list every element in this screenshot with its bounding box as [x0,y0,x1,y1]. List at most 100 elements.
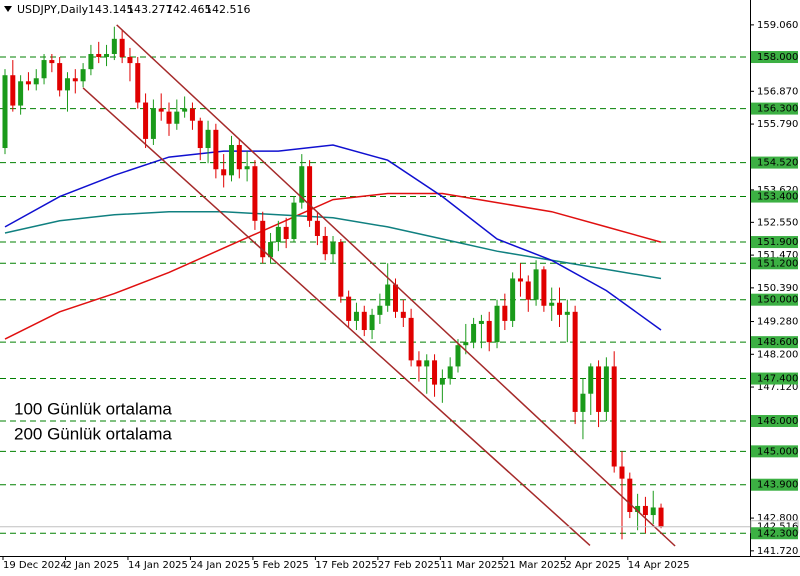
y-tick-label: 150.390 [757,283,798,294]
candle-body [49,60,55,64]
level-label: 151.900 [757,237,798,248]
candle-body [2,75,8,149]
candle-body [533,269,539,300]
x-tick-label: 14 Jan 2025 [128,560,188,571]
x-tick-label: 11 Mar 2025 [440,560,503,571]
candle-body [299,166,305,203]
candle-body [150,108,156,139]
symbol-title: USDJPY,Daily [17,3,89,16]
y-tick-label: 156.870 [757,86,798,97]
candle-body [611,366,617,467]
current-price-label: 142.516 [757,522,798,533]
candle-body [197,120,203,149]
candle-body [525,281,531,300]
ohlc-value: 143.145 [88,3,134,16]
y-tick-label: 152.550 [757,217,798,228]
trendline [82,87,591,546]
candle-body [541,269,547,306]
level-label: 143.900 [757,480,798,491]
candle-body [182,108,188,112]
legend-entry: 100 Günlük ortalama [14,399,172,418]
candle-body [642,505,648,516]
candle-body [221,169,227,176]
candle-body [377,305,383,315]
candle-body [502,305,508,321]
candle-body [252,166,258,221]
y-tick-label: 151.470 [757,250,798,261]
candle-body [588,366,594,394]
candle-body [580,393,586,412]
candle-body [572,311,578,412]
candle-body [158,108,164,112]
candle-body [517,278,523,282]
x-tick-label: 27 Feb 2025 [378,560,440,571]
level-label: 142.300 [757,528,798,539]
candle-body [41,60,47,79]
level-label: 150.000 [757,295,798,306]
candle-body [549,302,555,306]
candle-body [424,360,430,367]
level-label-box [751,293,798,306]
candle-body [635,505,641,513]
level-label-box [751,372,798,385]
y-tick-label: 155.790 [757,119,798,130]
x-tick-label: 21 Mar 2025 [503,560,566,571]
candle-body [564,311,570,315]
level-label-box [751,236,798,249]
level-label-box [751,190,798,203]
candle-body [619,466,625,479]
candle-body [127,57,133,64]
candle-body [400,311,406,318]
x-tick-label: 14 Apr 2025 [628,560,690,571]
ohlc-value: 142.465 [166,3,212,16]
candle-body [330,242,336,255]
level-label-box [751,156,798,169]
level-label-box [751,51,798,64]
candle-body [393,284,398,312]
candle-body [96,53,102,58]
candle-body [119,38,125,58]
candle-body [205,129,211,149]
candle-body [88,53,94,70]
candle-body [471,323,477,343]
candle-body [416,360,422,367]
candle-body [408,317,414,361]
y-tick-label: 159.060 [757,20,798,31]
candle-body [478,320,484,324]
candle-body [236,144,242,170]
level-label-box [751,257,798,270]
candle-body [268,242,274,258]
level-label-box [751,415,798,428]
candle-body [228,144,234,176]
candle-body [557,302,563,315]
menu-arrow[interactable] [4,6,12,12]
candle-body [314,220,320,236]
candle-body [189,108,195,121]
moving-average [4,192,662,340]
candle-body [596,366,602,412]
candle-body [64,78,70,91]
candle-body [143,102,149,139]
level-label: 146.000 [757,416,798,427]
candle-body [80,69,86,82]
candle-body [455,345,461,367]
candle-body [603,366,609,412]
moving-average [4,144,662,331]
y-tick-label: 148.200 [757,349,798,360]
y-tick-label: 142.800 [757,513,798,524]
level-label-box [751,102,798,115]
candle-body [291,202,297,240]
candle-body [260,220,266,258]
candle-body [486,320,492,343]
candle-body [322,235,328,255]
candle-body [510,278,516,321]
candle-body [275,226,281,243]
candle-body [111,38,117,54]
y-tick-label: 149.280 [757,317,798,328]
candle-body [135,63,141,103]
candle-body [353,311,359,321]
level-label: 151.200 [757,258,798,269]
candle-body [432,360,438,385]
candle-body [72,78,78,82]
